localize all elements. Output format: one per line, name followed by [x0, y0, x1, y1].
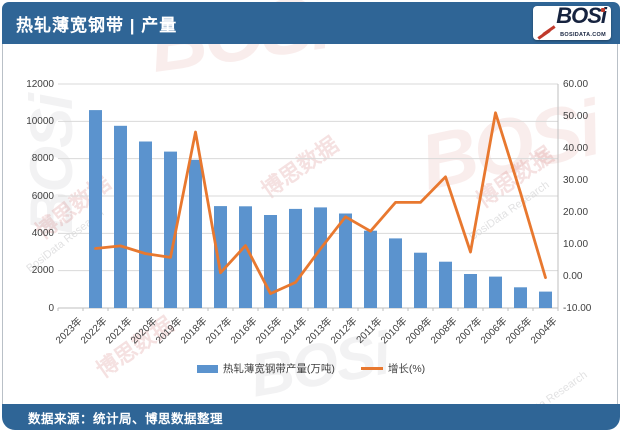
bar-2006年 [489, 276, 502, 308]
footer-bar: 数据来源：统计局、博思数据整理 [2, 404, 620, 430]
bar-2011年 [364, 230, 377, 308]
logo-wordmark: BOSi [556, 6, 607, 28]
logo-dot-icon [601, 8, 605, 12]
bar-2008年 [439, 261, 452, 308]
legend-item-growth: 增长(%) [360, 361, 426, 376]
logo-stripes-icon [537, 25, 559, 40]
header-bar: 热轧薄宽钢带 | 产量 BOSi BOSIDATA.COM [2, 2, 620, 44]
bar-2020年 [139, 141, 152, 308]
bar-2022年 [89, 110, 102, 308]
bar-2007年 [464, 274, 477, 308]
bar-2016年 [239, 206, 252, 308]
bosi-logo: BOSi BOSIDATA.COM [533, 6, 611, 40]
bar-2019年 [164, 151, 177, 308]
legend-label-production: 热轧薄宽钢带产量(万吨) [222, 363, 335, 375]
legend: 热轧薄宽钢带产量(万吨) 增长(%) [0, 361, 622, 376]
bar-2005年 [514, 287, 527, 308]
logo-domain: BOSIDATA.COM [560, 32, 606, 38]
page-title: 热轧薄宽钢带 | 产量 [16, 15, 178, 35]
legend-label-growth: 增长(%) [387, 363, 426, 375]
bar-2014年 [289, 208, 302, 308]
bar-2021年 [114, 125, 127, 308]
bar-2004年 [539, 291, 552, 308]
legend-item-production: 热轧薄宽钢带产量(万吨) [196, 361, 335, 376]
data-source-note: 数据来源：统计局、博思数据整理 [28, 411, 224, 426]
bar-2009年 [414, 252, 427, 308]
line-series-swatch [360, 367, 383, 370]
bar-2013年 [314, 207, 327, 308]
chart-panel-border [2, 44, 618, 404]
bar-2010年 [389, 238, 402, 308]
bar-series-swatch [196, 364, 218, 373]
bar-2017年 [214, 206, 227, 308]
bar-2018年 [189, 159, 202, 308]
bar-2012年 [339, 213, 352, 308]
growth-line [94, 111, 547, 296]
